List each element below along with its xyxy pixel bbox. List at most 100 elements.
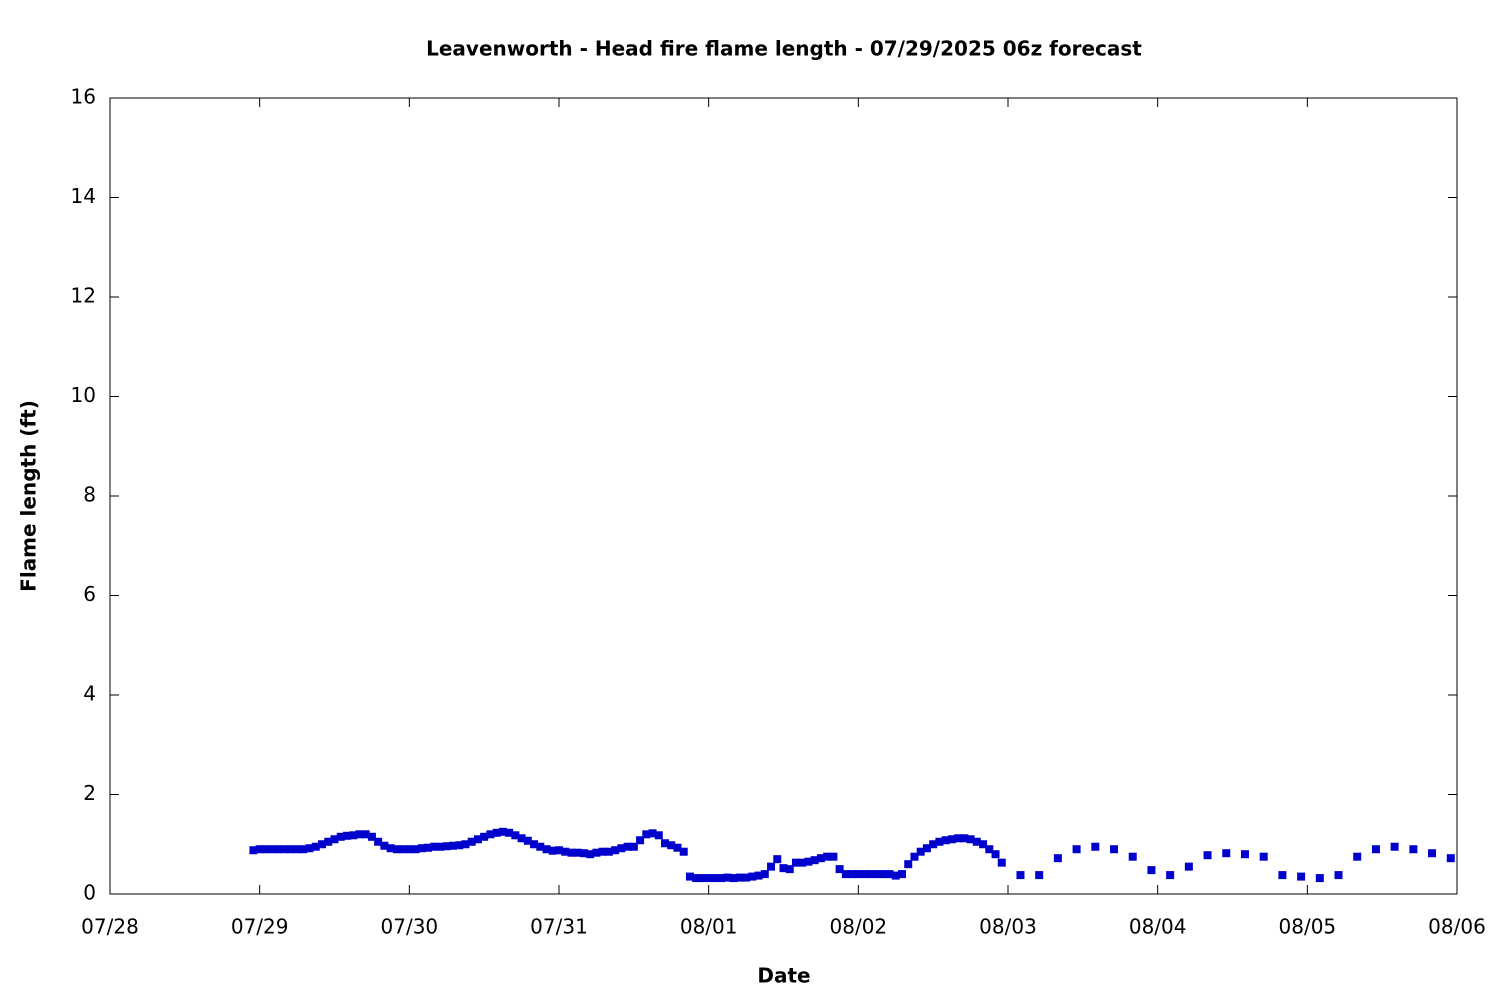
point <box>916 847 925 856</box>
point <box>816 854 825 863</box>
point <box>979 840 988 849</box>
x-tick-label: 08/04 <box>1129 915 1187 939</box>
point <box>293 845 302 854</box>
y-tick-label: 12 <box>71 284 96 308</box>
point <box>1166 871 1175 880</box>
point <box>935 837 944 846</box>
y-tick-label: 10 <box>71 383 96 407</box>
point <box>873 870 882 879</box>
point <box>767 862 776 871</box>
point <box>436 842 445 851</box>
point <box>667 841 676 850</box>
point <box>555 846 563 855</box>
point <box>480 832 489 841</box>
point <box>623 842 632 851</box>
point <box>380 841 389 850</box>
point <box>517 834 526 843</box>
point <box>704 874 713 883</box>
point <box>417 844 426 853</box>
point <box>336 832 345 841</box>
point <box>997 858 1006 867</box>
point <box>841 870 850 879</box>
point <box>1390 842 1399 851</box>
x-tick-label: 07/30 <box>381 915 439 939</box>
x-tick-label: 08/03 <box>979 915 1037 939</box>
point <box>324 837 333 846</box>
point <box>261 845 270 854</box>
point <box>835 865 844 874</box>
point <box>349 831 358 840</box>
point <box>972 837 981 846</box>
point <box>760 870 769 879</box>
point <box>985 845 994 854</box>
x-tick-label: 08/06 <box>1428 915 1486 939</box>
point <box>661 839 670 848</box>
point <box>723 873 732 882</box>
point <box>673 843 682 852</box>
point <box>598 847 607 856</box>
point <box>442 842 451 851</box>
y-tick-label: 0 <box>83 881 96 905</box>
point <box>754 871 763 880</box>
point <box>866 870 875 879</box>
point <box>611 846 620 855</box>
point <box>430 842 439 851</box>
point <box>1184 862 1193 871</box>
point <box>1409 845 1418 854</box>
point <box>355 830 364 839</box>
point <box>1072 845 1081 854</box>
point <box>1128 852 1137 861</box>
point <box>511 831 520 840</box>
point <box>1371 845 1380 854</box>
point <box>367 832 376 841</box>
x-tick-label: 07/28 <box>81 915 139 939</box>
point <box>710 874 719 883</box>
point <box>1334 871 1343 880</box>
point <box>1035 871 1044 880</box>
point <box>648 829 657 838</box>
point <box>692 874 701 883</box>
point <box>823 852 832 861</box>
point <box>748 872 757 881</box>
point <box>1147 866 1156 875</box>
point <box>1446 854 1455 863</box>
point <box>467 837 476 846</box>
y-tick-label: 8 <box>83 483 96 507</box>
point <box>586 850 595 859</box>
point <box>848 870 857 879</box>
point <box>904 860 913 869</box>
point <box>654 831 663 840</box>
y-axis-label: Flame length (ft) <box>17 400 41 592</box>
point <box>891 871 900 880</box>
point <box>960 834 969 843</box>
point <box>1353 852 1362 861</box>
point <box>636 836 645 845</box>
point <box>255 845 264 854</box>
point <box>910 852 919 861</box>
point <box>804 857 813 866</box>
point <box>411 845 420 854</box>
point <box>274 845 283 854</box>
point <box>1428 849 1437 858</box>
point <box>929 840 938 849</box>
point <box>991 850 1000 859</box>
point <box>249 846 258 855</box>
point <box>505 828 514 837</box>
point <box>854 870 863 879</box>
point <box>791 858 800 867</box>
point <box>729 874 738 883</box>
point <box>679 847 688 856</box>
point <box>685 872 694 881</box>
point <box>966 835 975 844</box>
point <box>399 845 408 854</box>
point <box>448 841 457 850</box>
point <box>542 845 551 854</box>
point <box>779 864 788 873</box>
point <box>405 845 414 854</box>
point <box>392 845 401 854</box>
point <box>530 840 539 849</box>
y-tick-label: 4 <box>83 682 96 706</box>
x-tick-label: 08/02 <box>830 915 888 939</box>
point <box>717 874 726 883</box>
